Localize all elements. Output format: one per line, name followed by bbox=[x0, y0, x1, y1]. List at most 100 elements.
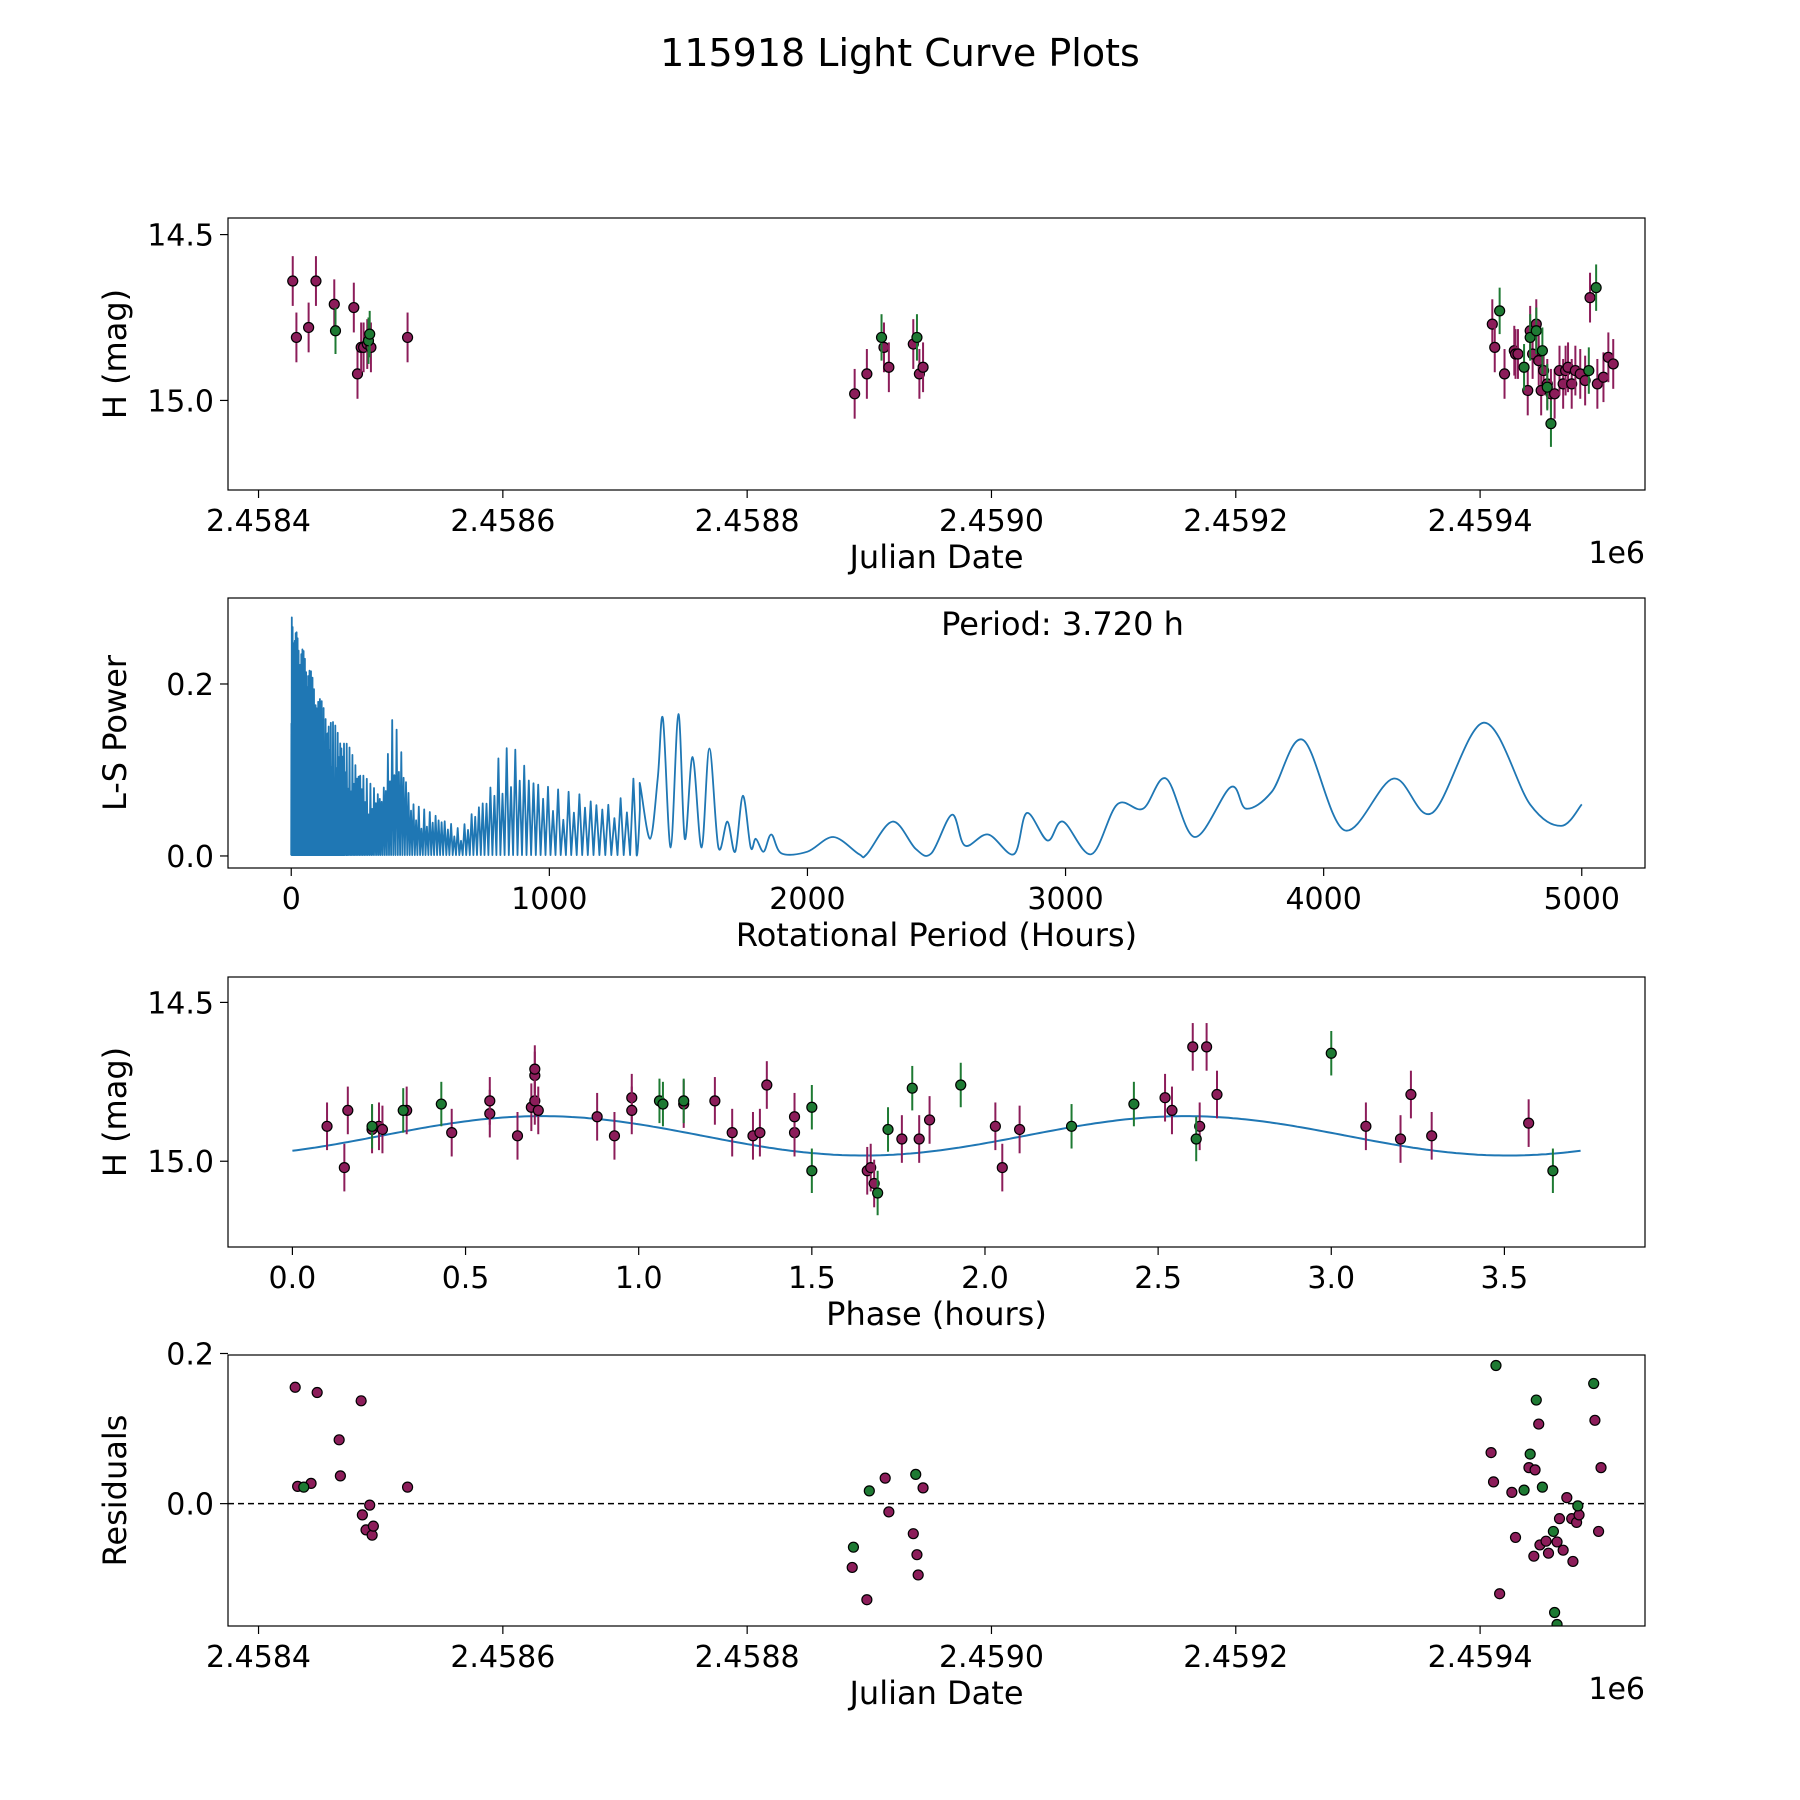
lightcurve-point-purple bbox=[303, 321, 315, 334]
residuals-point-purple bbox=[907, 1528, 919, 1540]
phase-point-green bbox=[1190, 1133, 1202, 1145]
lightcurve-point-green bbox=[329, 325, 342, 337]
lightcurve-point-purple bbox=[1597, 371, 1610, 383]
phase-point-green bbox=[872, 1187, 884, 1199]
lightcurve-point-purple bbox=[878, 341, 890, 353]
phase-point-purple bbox=[896, 1133, 908, 1145]
periodogram-annotation: Period: 3.720 h bbox=[941, 605, 1184, 643]
phase-point-green bbox=[1547, 1165, 1559, 1177]
phase-data bbox=[292, 1023, 1581, 1216]
phase-panel: 0.0 0.5 1.0 1.5 2.0 2.5 3.0 3.5 14.5 15.0 Phase (h… bbox=[96, 976, 1646, 1333]
residuals-point-purple bbox=[401, 1481, 414, 1493]
residuals-point-purple bbox=[883, 1506, 895, 1518]
phase-point-purple bbox=[761, 1079, 773, 1091]
phase-point-purple bbox=[754, 1127, 766, 1139]
lightcurve-point-purple bbox=[883, 361, 895, 373]
phase-xtick-label: 2.0 bbox=[961, 1261, 1009, 1296]
phase-point-purple bbox=[1211, 1088, 1223, 1101]
figure-title: 115918 Light Curve Plots bbox=[660, 31, 1140, 75]
phase-xtick-label: 0.0 bbox=[269, 1261, 317, 1296]
lightcurve-point-green bbox=[364, 328, 376, 340]
phase-point-purple bbox=[788, 1111, 801, 1123]
residuals-point-green bbox=[1549, 1606, 1561, 1619]
residuals-point-purple bbox=[1557, 1544, 1569, 1556]
periodogram-data bbox=[290, 616, 1583, 859]
residuals-frame bbox=[227, 1354, 1646, 1627]
phase-ylabel: H (mag) bbox=[96, 1047, 134, 1177]
lightcurve-point-purple bbox=[351, 368, 364, 380]
residuals-point-green bbox=[1490, 1359, 1502, 1372]
lightcurve-point-purple bbox=[401, 331, 414, 344]
phase-point-purple bbox=[342, 1104, 354, 1117]
periodogram-frame bbox=[227, 597, 1646, 869]
phase-point-purple bbox=[996, 1161, 1008, 1174]
residuals-xtick-label: 2.4586 bbox=[450, 1640, 555, 1675]
lightcurve-point-purple bbox=[1489, 341, 1501, 353]
phase-xtick-label: 3.0 bbox=[1307, 1261, 1355, 1296]
residuals-point-purple bbox=[1573, 1509, 1585, 1521]
lightcurve-point-purple bbox=[1584, 292, 1596, 304]
phase-point-purple bbox=[511, 1130, 524, 1142]
residuals-data bbox=[228, 1359, 1645, 1626]
residuals-ytick-label: 0.0 bbox=[166, 1488, 214, 1523]
phase-point-purple bbox=[1187, 1041, 1199, 1053]
residuals-ylabel: Residuals bbox=[96, 1415, 134, 1567]
residuals-point-purple bbox=[1595, 1462, 1607, 1474]
phase-point-purple bbox=[1159, 1092, 1171, 1104]
residuals-point-purple bbox=[1553, 1513, 1566, 1525]
residuals-point-green bbox=[1536, 1481, 1548, 1493]
lightcurve-point-purple bbox=[917, 361, 929, 373]
lightcurve-point-purple bbox=[1486, 318, 1498, 330]
lightcurve-point-purple bbox=[849, 388, 861, 400]
residuals-point-purple bbox=[1567, 1555, 1579, 1568]
residuals-point-purple bbox=[366, 1529, 378, 1541]
residuals-xtick-label: 2.4594 bbox=[1428, 1640, 1533, 1675]
residuals-point-purple bbox=[367, 1520, 379, 1532]
lightcurve-point-purple bbox=[1566, 378, 1578, 390]
residuals-point-green bbox=[298, 1481, 310, 1493]
phase-point-purple bbox=[1014, 1123, 1026, 1136]
phase-xtick-label: 1.0 bbox=[615, 1261, 663, 1296]
phase-point-purple bbox=[608, 1130, 621, 1142]
residuals-point-green bbox=[847, 1541, 860, 1553]
lightcurve-point-purple bbox=[861, 368, 873, 380]
residuals-point-green bbox=[863, 1485, 875, 1497]
phase-point-purple bbox=[591, 1111, 603, 1123]
lightcurve-point-purple bbox=[348, 301, 360, 314]
phase-point-purple bbox=[1166, 1104, 1178, 1117]
periodogram-xtick-label: 3000 bbox=[1027, 882, 1103, 917]
residuals-point-green bbox=[1551, 1618, 1563, 1626]
lightcurve-xtick-label: 2.4584 bbox=[206, 504, 311, 539]
lightcurve-point-green bbox=[911, 331, 923, 344]
lightcurve-point-green bbox=[1494, 305, 1506, 317]
lightcurve-point-green bbox=[1545, 418, 1557, 430]
phase-point-green bbox=[806, 1165, 818, 1177]
lightcurve-xlabel: Julian Date bbox=[847, 538, 1023, 576]
residuals-point-purple bbox=[1592, 1525, 1605, 1538]
phase-point-green bbox=[906, 1082, 918, 1094]
residuals-point-purple bbox=[917, 1482, 929, 1494]
lightcurve-xtick-label: 2.4592 bbox=[1183, 504, 1288, 539]
residuals-point-purple bbox=[912, 1569, 924, 1581]
residuals-ytick-label: 0.2 bbox=[166, 1337, 214, 1372]
residuals-point-purple bbox=[1485, 1446, 1497, 1459]
lightcurve-point-purple bbox=[1607, 358, 1619, 370]
phase-ytick-label: 15.0 bbox=[147, 1145, 214, 1180]
phase-point-purple bbox=[446, 1127, 458, 1139]
lightcurve-point-purple bbox=[1498, 368, 1511, 380]
lightcurve-frame bbox=[227, 217, 1646, 491]
phase-point-purple bbox=[321, 1120, 333, 1132]
residuals-point-purple bbox=[333, 1434, 345, 1446]
lightcurve-point-purple bbox=[1512, 348, 1524, 360]
lightcurve-point-green bbox=[1590, 282, 1602, 294]
lightcurve-ytick-label: 14.5 bbox=[147, 219, 214, 254]
periodogram-xtick-label: 4000 bbox=[1285, 882, 1361, 917]
phase-point-green bbox=[435, 1098, 447, 1110]
lightcurve-point-purple bbox=[310, 275, 322, 287]
phase-point-purple bbox=[1405, 1088, 1417, 1101]
phase-xlabel: Phase (hours) bbox=[826, 1295, 1047, 1333]
periodogram-ytick-label: 0.0 bbox=[166, 840, 214, 875]
residuals-point-green bbox=[1524, 1448, 1536, 1460]
lightcurve-point-purple bbox=[1538, 364, 1550, 377]
